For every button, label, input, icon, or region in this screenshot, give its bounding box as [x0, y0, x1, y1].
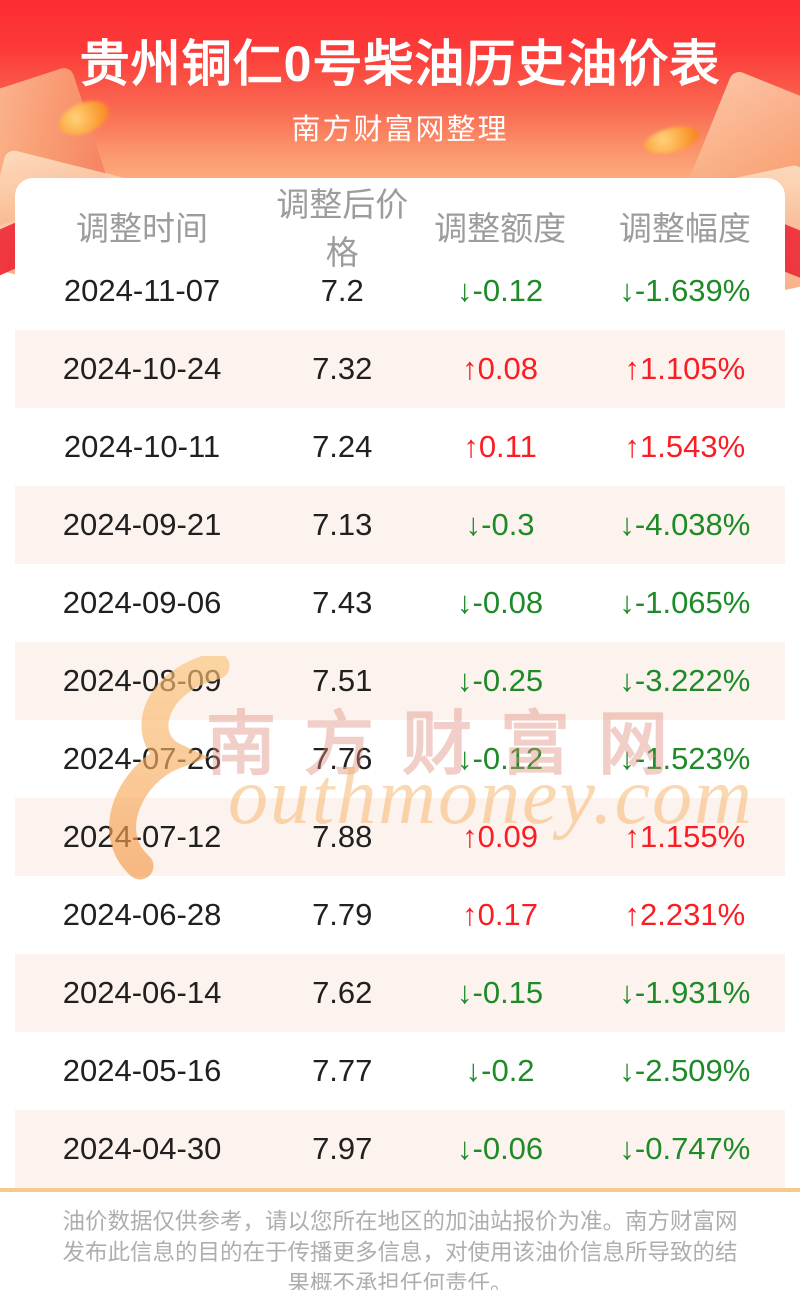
disclaimer-text: 油价数据仅供参考，请以您所在地区的加油站报价为准。南方财富网发布此信息的目的在于… — [62, 1209, 738, 1290]
cell-price: 7.76 — [312, 741, 373, 776]
cell-date: 2024-09-06 — [62, 585, 222, 620]
cell-pct: ↓-2.509% — [619, 1053, 751, 1088]
cell-price: 7.62 — [312, 975, 373, 1010]
cell-change: ↓-0.25 — [457, 663, 544, 698]
footer-divider — [0, 1188, 800, 1192]
cell-date: 2024-05-16 — [62, 1053, 222, 1088]
cell-pct: ↓-1.523% — [619, 741, 751, 776]
footer: 油价数据仅供参考，请以您所在地区的加油站报价为准。南方财富网发布此信息的目的在于… — [0, 1192, 800, 1290]
cell-price: 7.2 — [320, 273, 364, 308]
table-row: 2024-09-21 7.13 ↓-0.3 ↓-4.038% — [15, 486, 785, 564]
cell-date: 2024-07-12 — [62, 819, 222, 854]
cell-date: 2024-11-07 — [63, 273, 221, 308]
table-row: 2024-06-28 7.79 ↑0.17 ↑2.231% — [15, 876, 785, 954]
table-row: 2024-10-11 7.24 ↑0.11 ↑1.543% — [15, 408, 785, 486]
cell-pct: ↓-4.038% — [619, 507, 751, 542]
hero-banner: 贵州铜仁0号柴油历史油价表 南方财富网整理 — [0, 0, 800, 178]
cell-pct: ↑1.543% — [624, 429, 746, 464]
cell-change: ↓-0.08 — [457, 585, 544, 620]
col-header-adjust-amount: 调整额度 — [434, 210, 567, 247]
table-row: 2024-07-26 7.76 ↓-0.12 ↓-1.523% — [15, 720, 785, 798]
cell-date: 2024-06-28 — [62, 897, 222, 932]
col-header-adjust-range: 调整幅度 — [618, 210, 751, 247]
cell-pct: ↑1.155% — [624, 819, 746, 854]
cell-price: 7.43 — [312, 585, 373, 620]
table-header-row: 调整时间 调整后价格 调整额度 调整幅度 — [15, 178, 785, 271]
table-row: 2024-08-09 7.51 ↓-0.25 ↓-3.222% — [15, 642, 785, 720]
cell-price: 7.32 — [312, 351, 373, 386]
table-row: 2024-05-16 7.77 ↓-0.2 ↓-2.509% — [15, 1032, 785, 1110]
cell-date: 2024-07-26 — [62, 741, 222, 776]
table-row: 2024-06-14 7.62 ↓-0.15 ↓-1.931% — [15, 954, 785, 1032]
cell-change: ↑0.09 — [462, 819, 538, 854]
cell-change: ↑0.17 — [462, 897, 538, 932]
cell-pct: ↓-1.639% — [619, 273, 751, 308]
cell-date: 2024-10-11 — [63, 429, 221, 464]
cell-pct: ↓-1.065% — [619, 585, 751, 620]
cell-change: ↓-0.12 — [457, 273, 544, 308]
table-row: 2024-09-06 7.43 ↓-0.08 ↓-1.065% — [15, 564, 785, 642]
table-row: 2024-04-30 7.97 ↓-0.06 ↓-0.747% — [15, 1110, 785, 1188]
cell-pct: ↑2.231% — [624, 897, 746, 932]
cell-change: ↓-0.12 — [457, 741, 544, 776]
table-row: 2024-07-12 7.88 ↑0.09 ↑1.155% — [15, 798, 785, 876]
cell-price: 7.77 — [312, 1053, 373, 1088]
cell-pct: ↓-1.931% — [619, 975, 751, 1010]
cell-date: 2024-08-09 — [62, 663, 222, 698]
price-table-card: 调整时间 调整后价格 调整额度 调整幅度 2024-11-07 7.2 ↓-0.… — [15, 178, 785, 1188]
cell-price: 7.13 — [312, 507, 373, 542]
cell-date: 2024-06-14 — [62, 975, 222, 1010]
cell-date: 2024-10-24 — [62, 351, 222, 386]
cell-pct: ↓-3.222% — [619, 663, 751, 698]
cell-change: ↓-0.06 — [457, 1131, 544, 1166]
cell-price: 7.51 — [312, 663, 373, 698]
cell-change: ↑0.08 — [462, 351, 538, 386]
cell-pct: ↑1.105% — [624, 351, 746, 386]
cell-price: 7.24 — [312, 429, 373, 464]
cell-price: 7.97 — [312, 1131, 373, 1166]
cell-change: ↓-0.3 — [465, 507, 535, 542]
cell-pct: ↓-0.747% — [619, 1131, 751, 1166]
col-header-price-after: 调整后价格 — [276, 186, 409, 271]
cell-change: ↓-0.2 — [465, 1053, 535, 1088]
table-row: 2024-10-24 7.32 ↑0.08 ↑1.105% — [15, 330, 785, 408]
page-title: 贵州铜仁0号柴油历史油价表 — [79, 36, 721, 92]
page-subtitle: 南方财富网整理 — [291, 114, 509, 146]
cell-date: 2024-04-30 — [62, 1131, 222, 1166]
cell-change: ↑0.11 — [463, 429, 537, 464]
cell-price: 7.88 — [312, 819, 373, 854]
cell-change: ↓-0.15 — [457, 975, 544, 1010]
col-header-adjust-time: 调整时间 — [76, 210, 209, 247]
cell-price: 7.79 — [312, 897, 373, 932]
cell-date: 2024-09-21 — [62, 507, 222, 542]
